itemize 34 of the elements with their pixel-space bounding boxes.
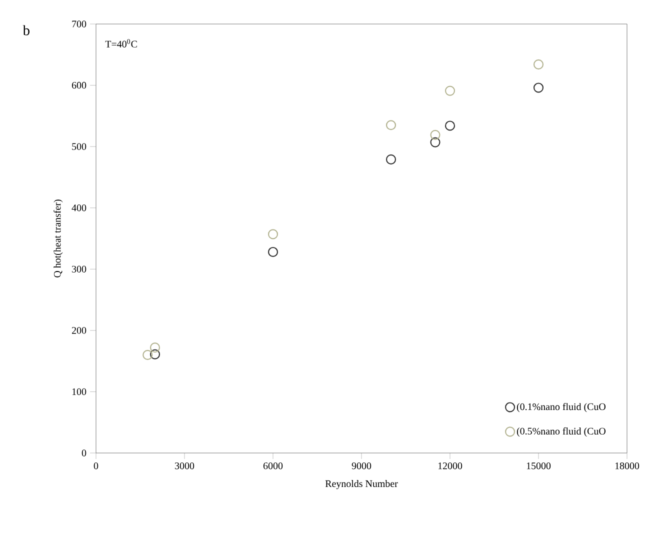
point bbox=[444, 120, 456, 131]
point bbox=[268, 246, 278, 258]
x-tick-label: 18000 bbox=[615, 462, 640, 470]
x-tick-label: 9000 bbox=[352, 462, 372, 470]
point bbox=[533, 59, 544, 70]
point bbox=[268, 229, 278, 240]
point bbox=[430, 137, 440, 148]
y-tick-label: 600 bbox=[72, 82, 86, 89]
text: b bbox=[22, 25, 30, 36]
point bbox=[386, 154, 396, 164]
annotation: T=40$^{0}$C bbox=[105, 39, 137, 48]
y-tick-label: 300 bbox=[72, 266, 86, 272]
x-axis-title: Reynolds Number bbox=[325, 480, 398, 490]
y-tick-label: 200 bbox=[72, 327, 86, 334]
legend-label: (0.5%nano fluid (CuO bbox=[516, 427, 606, 437]
x-tick-label: 12000 bbox=[438, 462, 462, 470]
y-tick-label: 0 bbox=[82, 450, 86, 456]
point bbox=[386, 120, 396, 130]
x-tick-label: 15000 bbox=[526, 462, 551, 470]
y-axis-title: Q hot(heat transfer) bbox=[54, 200, 63, 278]
x-tick-label: 6000 bbox=[263, 462, 283, 470]
y-tick-label: 700 bbox=[72, 20, 86, 28]
point bbox=[150, 342, 160, 353]
point bbox=[533, 82, 544, 93]
point bbox=[444, 86, 456, 96]
y-tick-label: 100 bbox=[72, 388, 86, 396]
point bbox=[150, 349, 160, 360]
y-tick-label: 400 bbox=[72, 204, 86, 212]
y-tick-label: 500 bbox=[72, 143, 86, 150]
point bbox=[142, 350, 153, 360]
legend-label: (0.1%nano fluid (CuO bbox=[516, 402, 606, 412]
x-tick-label: 0 bbox=[94, 462, 98, 470]
point bbox=[430, 130, 440, 140]
x-tick-label: 3000 bbox=[175, 462, 194, 470]
